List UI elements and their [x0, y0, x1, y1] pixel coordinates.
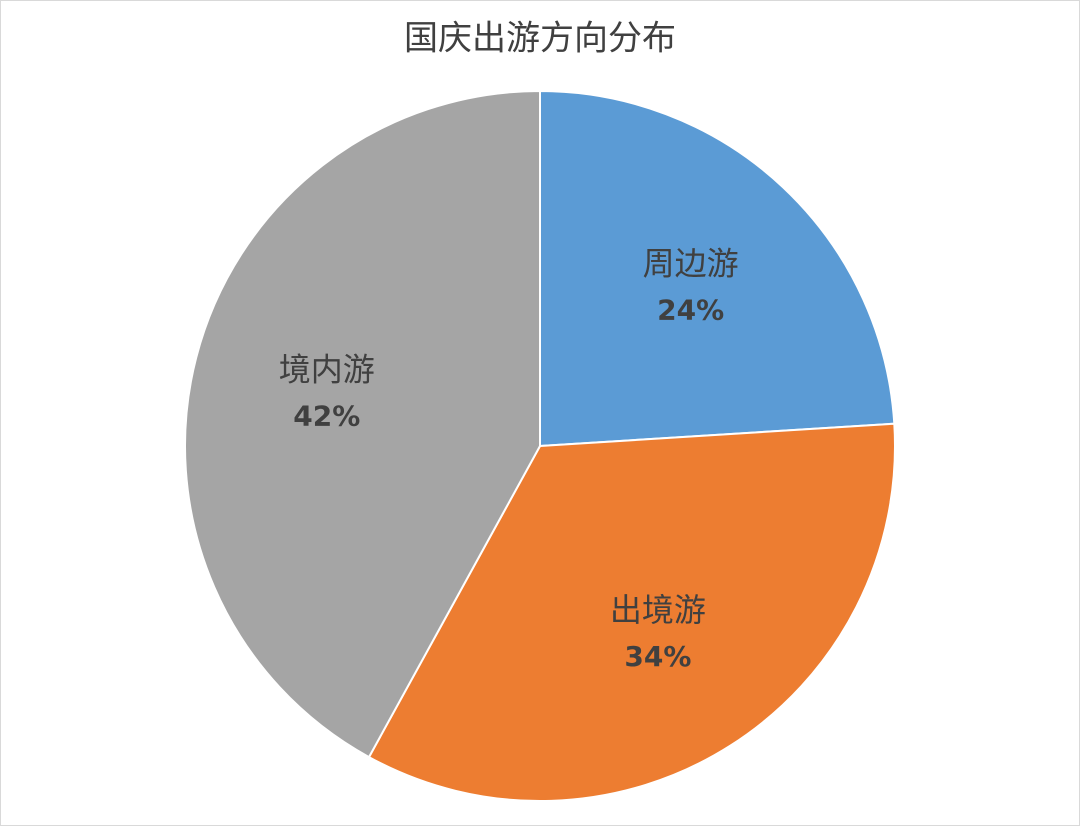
slice-value-label: 24%: [657, 294, 724, 327]
slice-value-label: 34%: [624, 640, 691, 673]
pie-slice: [184, 89, 541, 759]
slice-category-label: 境内游: [279, 350, 375, 388]
slice-value-label: 42%: [293, 399, 360, 432]
slice-category-label: 周边游: [643, 245, 739, 283]
chart-title: 国庆出游方向分布: [404, 19, 676, 59]
slice-category-label: 出境游: [610, 591, 706, 629]
pie-slice: [539, 89, 896, 448]
